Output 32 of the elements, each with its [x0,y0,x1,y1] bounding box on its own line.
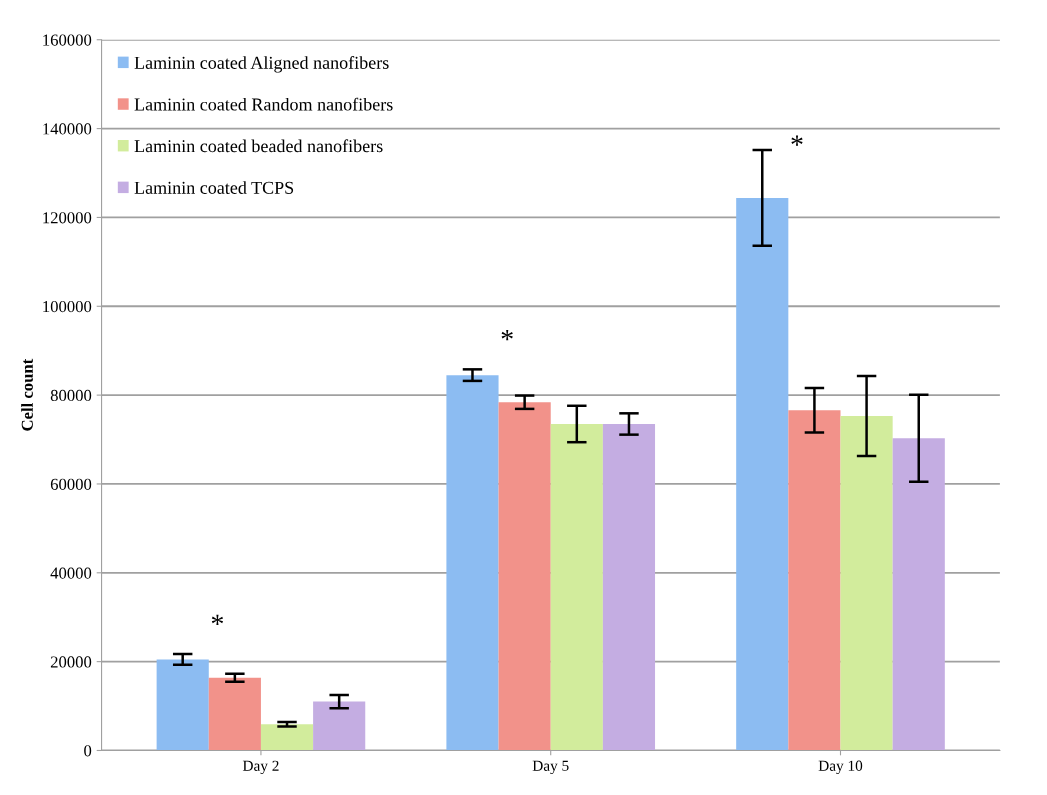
bar [446,375,499,751]
x-tick-label: Day 2 [242,760,279,775]
bar [892,438,945,751]
y-tick-label: 80000 [50,389,92,402]
bar [156,659,209,751]
bar [736,197,789,751]
y-tick-label: 160000 [43,34,92,46]
y-tick-label: 60000 [50,478,92,490]
annotation: * [211,614,224,625]
x-tick-label: Day 10 [818,760,863,775]
bar [602,423,656,751]
y-tick-label: 140000 [43,123,92,135]
legend-label: Laminin coated beaded nanofibers [134,139,383,153]
legend-label: Laminin coated TCPS [134,181,294,194]
legend-label: Laminin coated Random nanofibers [134,97,393,111]
bar [260,724,314,751]
y-axis-title: Cell count [21,358,33,431]
bar [208,677,261,751]
legend-label: Laminin coated Aligned nanofibers [134,56,389,73]
bar [840,415,893,751]
bar [788,410,841,751]
y-tick-label: 100000 [43,300,92,313]
bar [550,423,603,751]
x-tick-label: Day 5 [532,760,569,775]
annotation: * [501,330,513,341]
bar [313,701,366,751]
y-tick-label: 40000 [50,567,92,579]
y-tick-label: 20000 [50,656,92,668]
annotation: * [791,135,803,146]
y-tick-label: 120000 [43,212,92,224]
y-tick-label: 0 [84,745,92,757]
bar [498,402,551,751]
